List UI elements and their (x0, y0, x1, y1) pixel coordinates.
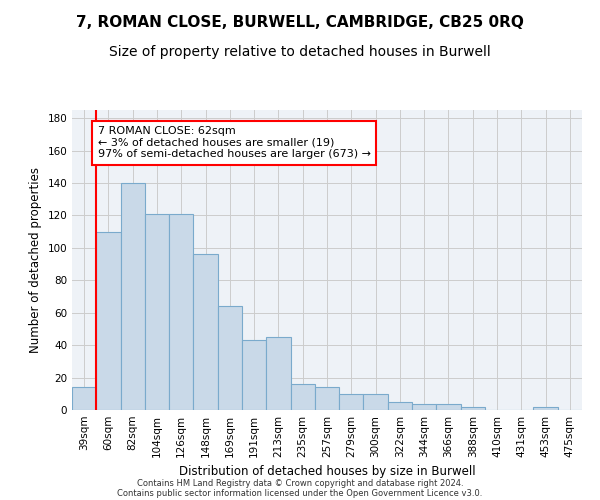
Bar (242, 340, 266, 410)
Text: 7, ROMAN CLOSE, BURWELL, CAMBRIDGE, CB25 0RQ: 7, ROMAN CLOSE, BURWELL, CAMBRIDGE, CB25… (76, 15, 524, 30)
Bar (339, 394, 364, 410)
Text: Contains HM Land Registry data © Crown copyright and database right 2024.: Contains HM Land Registry data © Crown c… (137, 478, 463, 488)
Bar (315, 388, 339, 410)
Bar (436, 404, 461, 410)
Bar (533, 407, 558, 410)
Bar (461, 407, 485, 410)
Bar (121, 183, 145, 410)
Text: Contains public sector information licensed under the Open Government Licence v3: Contains public sector information licen… (118, 488, 482, 498)
Bar (169, 214, 193, 410)
Bar (145, 214, 169, 410)
Bar (218, 306, 242, 410)
Bar (96, 232, 121, 410)
Text: 7 ROMAN CLOSE: 62sqm
← 3% of detached houses are smaller (19)
97% of semi-detach: 7 ROMAN CLOSE: 62sqm ← 3% of detached ho… (97, 126, 371, 160)
Bar (364, 394, 388, 410)
Bar (412, 404, 436, 410)
Y-axis label: Number of detached properties: Number of detached properties (29, 167, 42, 353)
Text: Size of property relative to detached houses in Burwell: Size of property relative to detached ho… (109, 45, 491, 59)
Bar (266, 337, 290, 410)
Bar (193, 254, 218, 410)
Bar (388, 402, 412, 410)
X-axis label: Distribution of detached houses by size in Burwell: Distribution of detached houses by size … (179, 466, 475, 478)
Bar (290, 384, 315, 410)
Bar (72, 388, 96, 410)
